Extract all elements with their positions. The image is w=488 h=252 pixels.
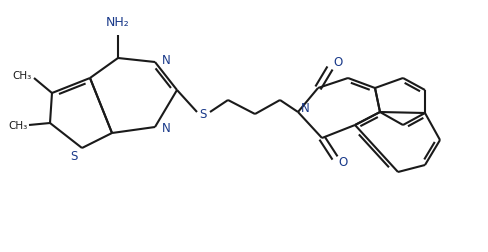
Text: CH₃: CH₃ — [12, 71, 31, 81]
Text: O: O — [337, 156, 346, 170]
Text: CH₃: CH₃ — [8, 121, 27, 131]
Text: N: N — [162, 122, 170, 136]
Text: S: S — [70, 149, 78, 163]
Text: N: N — [301, 103, 309, 115]
Text: N: N — [162, 53, 170, 67]
Text: S: S — [199, 108, 206, 120]
Text: O: O — [332, 56, 342, 70]
Text: NH₂: NH₂ — [106, 16, 130, 28]
